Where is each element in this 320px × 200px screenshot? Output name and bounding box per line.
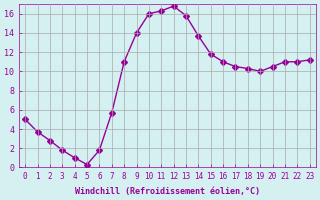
X-axis label: Windchill (Refroidissement éolien,°C): Windchill (Refroidissement éolien,°C) [75,187,260,196]
